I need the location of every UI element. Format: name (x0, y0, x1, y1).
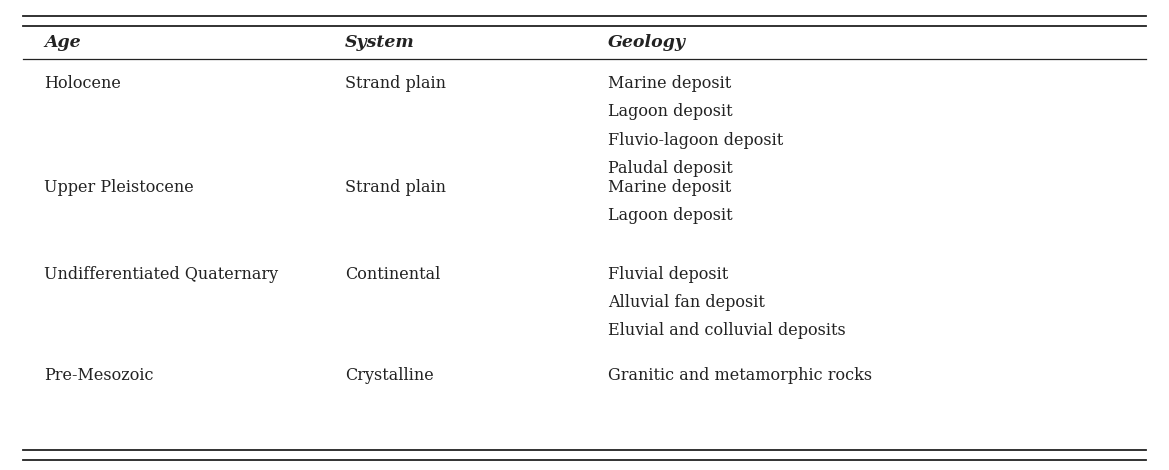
Text: Geology: Geology (608, 34, 686, 51)
Text: Strand plain: Strand plain (345, 179, 445, 196)
Text: Alluvial fan deposit: Alluvial fan deposit (608, 294, 765, 311)
Text: Undifferentiated Quaternary: Undifferentiated Quaternary (44, 266, 278, 282)
Text: Marine deposit: Marine deposit (608, 179, 731, 196)
Text: Fluvial deposit: Fluvial deposit (608, 266, 728, 282)
Text: Pre-Mesozoic: Pre-Mesozoic (44, 367, 154, 384)
Text: Strand plain: Strand plain (345, 75, 445, 92)
Text: Granitic and metamorphic rocks: Granitic and metamorphic rocks (608, 367, 872, 384)
Text: Age: Age (44, 34, 81, 51)
Text: Fluvio-lagoon deposit: Fluvio-lagoon deposit (608, 132, 783, 149)
Text: Upper Pleistocene: Upper Pleistocene (44, 179, 194, 196)
Text: Lagoon deposit: Lagoon deposit (608, 103, 733, 120)
Text: Holocene: Holocene (44, 75, 122, 92)
Text: Continental: Continental (345, 266, 441, 282)
Text: Eluvial and colluvial deposits: Eluvial and colluvial deposits (608, 322, 845, 339)
Text: Paludal deposit: Paludal deposit (608, 160, 733, 177)
Text: System: System (345, 34, 415, 51)
Text: Crystalline: Crystalline (345, 367, 434, 384)
Text: Lagoon deposit: Lagoon deposit (608, 207, 733, 224)
Text: Marine deposit: Marine deposit (608, 75, 731, 92)
